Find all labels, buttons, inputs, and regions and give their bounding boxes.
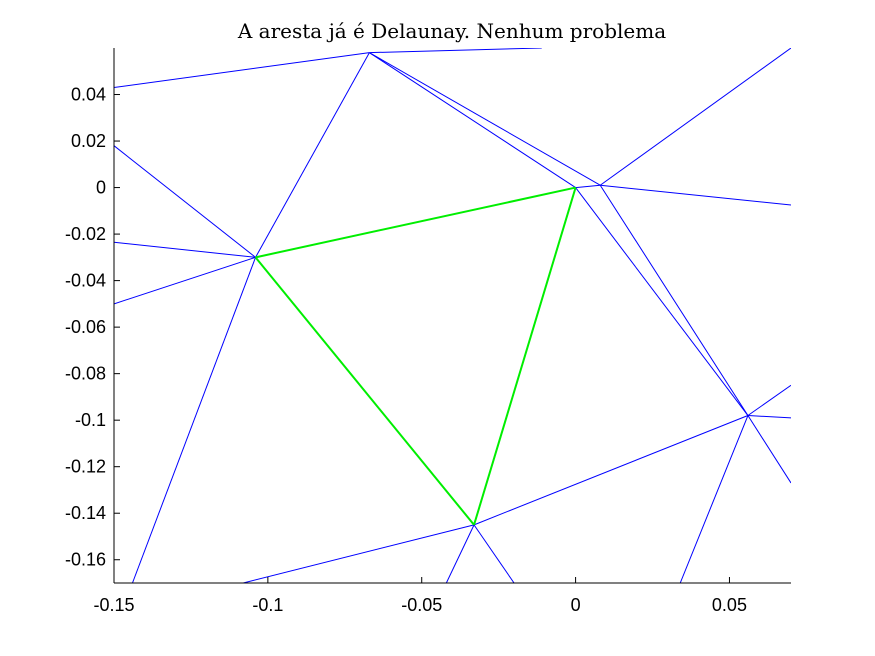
mesh-edge [243,524,475,583]
y-tick-label: -0.02 [65,224,106,244]
y-tick-label: -0.1 [75,410,106,430]
mesh-edge [599,48,791,186]
mesh-edge [114,256,256,305]
mesh-edge [575,187,749,416]
mesh-edge [114,52,370,89]
mesh-edge [131,257,257,583]
y-tick-label: 0.02 [71,131,106,151]
y-tick-label: -0.04 [65,271,106,291]
mesh-edge [114,145,256,258]
mesh-edge [473,524,515,583]
x-tick-label: -0.15 [93,595,134,615]
chart-title: A aresta já é Delaunay. Nenhum problema [237,19,666,43]
mesh-edge [255,52,370,258]
y-axis-ticks: 0.04 0.02 0 -0.02 -0.04 -0.06 -0.08 -0.1 -0.12 -0… [65,85,120,570]
mesh-edge [747,384,791,416]
y-tick-label: 0.04 [71,85,106,105]
y-tick-label: -0.06 [65,317,106,337]
mesh-edge [599,184,749,416]
y-tick-label: 0 [96,178,106,198]
x-tick-label: 0 [571,595,581,615]
y-tick-label: -0.12 [65,457,106,477]
highlighted-edge [255,186,576,259]
mesh-edge [445,524,475,583]
mesh-edge [369,52,576,188]
y-tick-label: -0.16 [65,550,106,570]
mesh-edge [575,184,601,189]
mesh-edge [747,415,791,484]
y-tick-label: -0.14 [65,503,106,523]
mesh-edge [369,52,601,186]
mesh-edge [473,415,749,526]
mesh-layer [114,48,791,583]
highlighted-edge [254,256,475,526]
mesh-edge [747,415,791,419]
mesh-edge [114,241,256,258]
highlighted-edge [473,187,577,526]
plot-area [114,48,791,583]
mesh-edge [369,48,542,54]
x-axis-ticks: -0.15 -0.1 -0.05 0 0.05 [93,577,747,615]
mesh-edge [679,415,749,583]
y-tick-label: -0.08 [65,364,106,384]
x-tick-label: 0.05 [712,595,747,615]
x-tick-label: -0.1 [252,595,283,615]
mesh-edge [600,184,791,206]
x-tick-label: -0.05 [401,595,442,615]
